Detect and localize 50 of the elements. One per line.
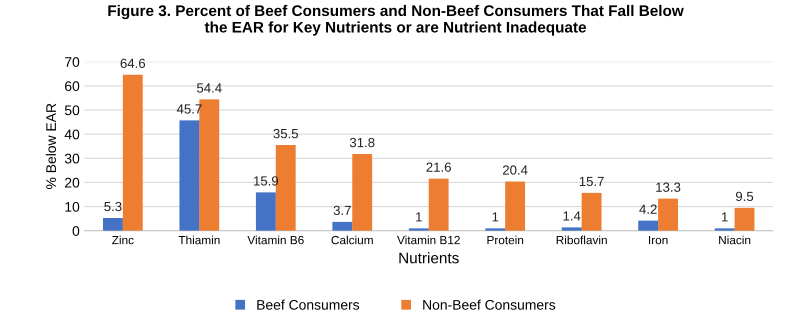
data-label: 1 xyxy=(722,212,728,222)
bar xyxy=(428,178,449,231)
data-label: 31.8 xyxy=(350,138,374,148)
x-tick-label: Vitamin B12 xyxy=(397,236,460,244)
x-tick-label: Zinc xyxy=(112,236,134,244)
bar xyxy=(102,218,123,231)
bar xyxy=(638,220,658,231)
data-label: 4.2 xyxy=(639,204,657,214)
chart-title: Figure 3. Percent of Beef Consumers and Non-Beef Consumers That Fall Below the EAR for Key Nutrients or are Nutrient Inadequate xyxy=(108,4,684,36)
bar xyxy=(352,154,372,231)
y-axis-title: % Below EAR xyxy=(46,104,56,189)
x-tick-label: Thiamin xyxy=(178,236,220,244)
bar xyxy=(332,222,352,231)
data-label: 1 xyxy=(492,212,498,222)
data-label: 20.4 xyxy=(502,165,528,175)
bar xyxy=(179,120,200,231)
x-tick-label: Riboflavin xyxy=(556,236,607,244)
bar xyxy=(582,192,602,231)
bar xyxy=(256,192,276,231)
x-tick-label: Vitamin B6 xyxy=(247,236,304,244)
y-tick-label: 0 xyxy=(72,226,80,236)
data-label: 1.4 xyxy=(564,211,580,220)
data-label: 13.3 xyxy=(656,182,680,192)
legend-label: Non-Beef Consumers xyxy=(423,300,556,310)
data-label: 15.7 xyxy=(580,176,604,186)
y-tick-label: 40 xyxy=(64,130,80,140)
x-axis-title: Nutrients xyxy=(399,252,459,264)
bar xyxy=(122,74,143,231)
y-tick-label: 20 xyxy=(65,178,80,188)
x-tick-label: Iron xyxy=(649,236,668,244)
data-label: 64.6 xyxy=(120,58,146,68)
data-label: 5.3 xyxy=(104,202,122,212)
x-tick-label: Calcium xyxy=(332,236,373,244)
x-tick-label: Niacin xyxy=(719,236,750,244)
y-tick-label: 30 xyxy=(64,154,80,164)
y-tick-label: 60 xyxy=(65,81,80,92)
bar xyxy=(734,208,754,231)
bar xyxy=(658,198,678,231)
data-label: 9.5 xyxy=(736,192,754,202)
legend-label: Beef Consumers xyxy=(257,300,360,310)
data-label: 54.4 xyxy=(196,83,222,93)
y-tick-label: 70 xyxy=(65,57,80,67)
data-label: 1 xyxy=(416,212,422,222)
bar xyxy=(505,182,526,231)
data-label: 21.6 xyxy=(426,162,451,172)
data-label: 3.7 xyxy=(334,206,351,216)
y-tick-label: 10 xyxy=(65,202,80,212)
x-tick-label: Protein xyxy=(487,236,524,244)
y-tick-label: 50 xyxy=(64,105,80,116)
data-label: 35.5 xyxy=(273,128,298,138)
